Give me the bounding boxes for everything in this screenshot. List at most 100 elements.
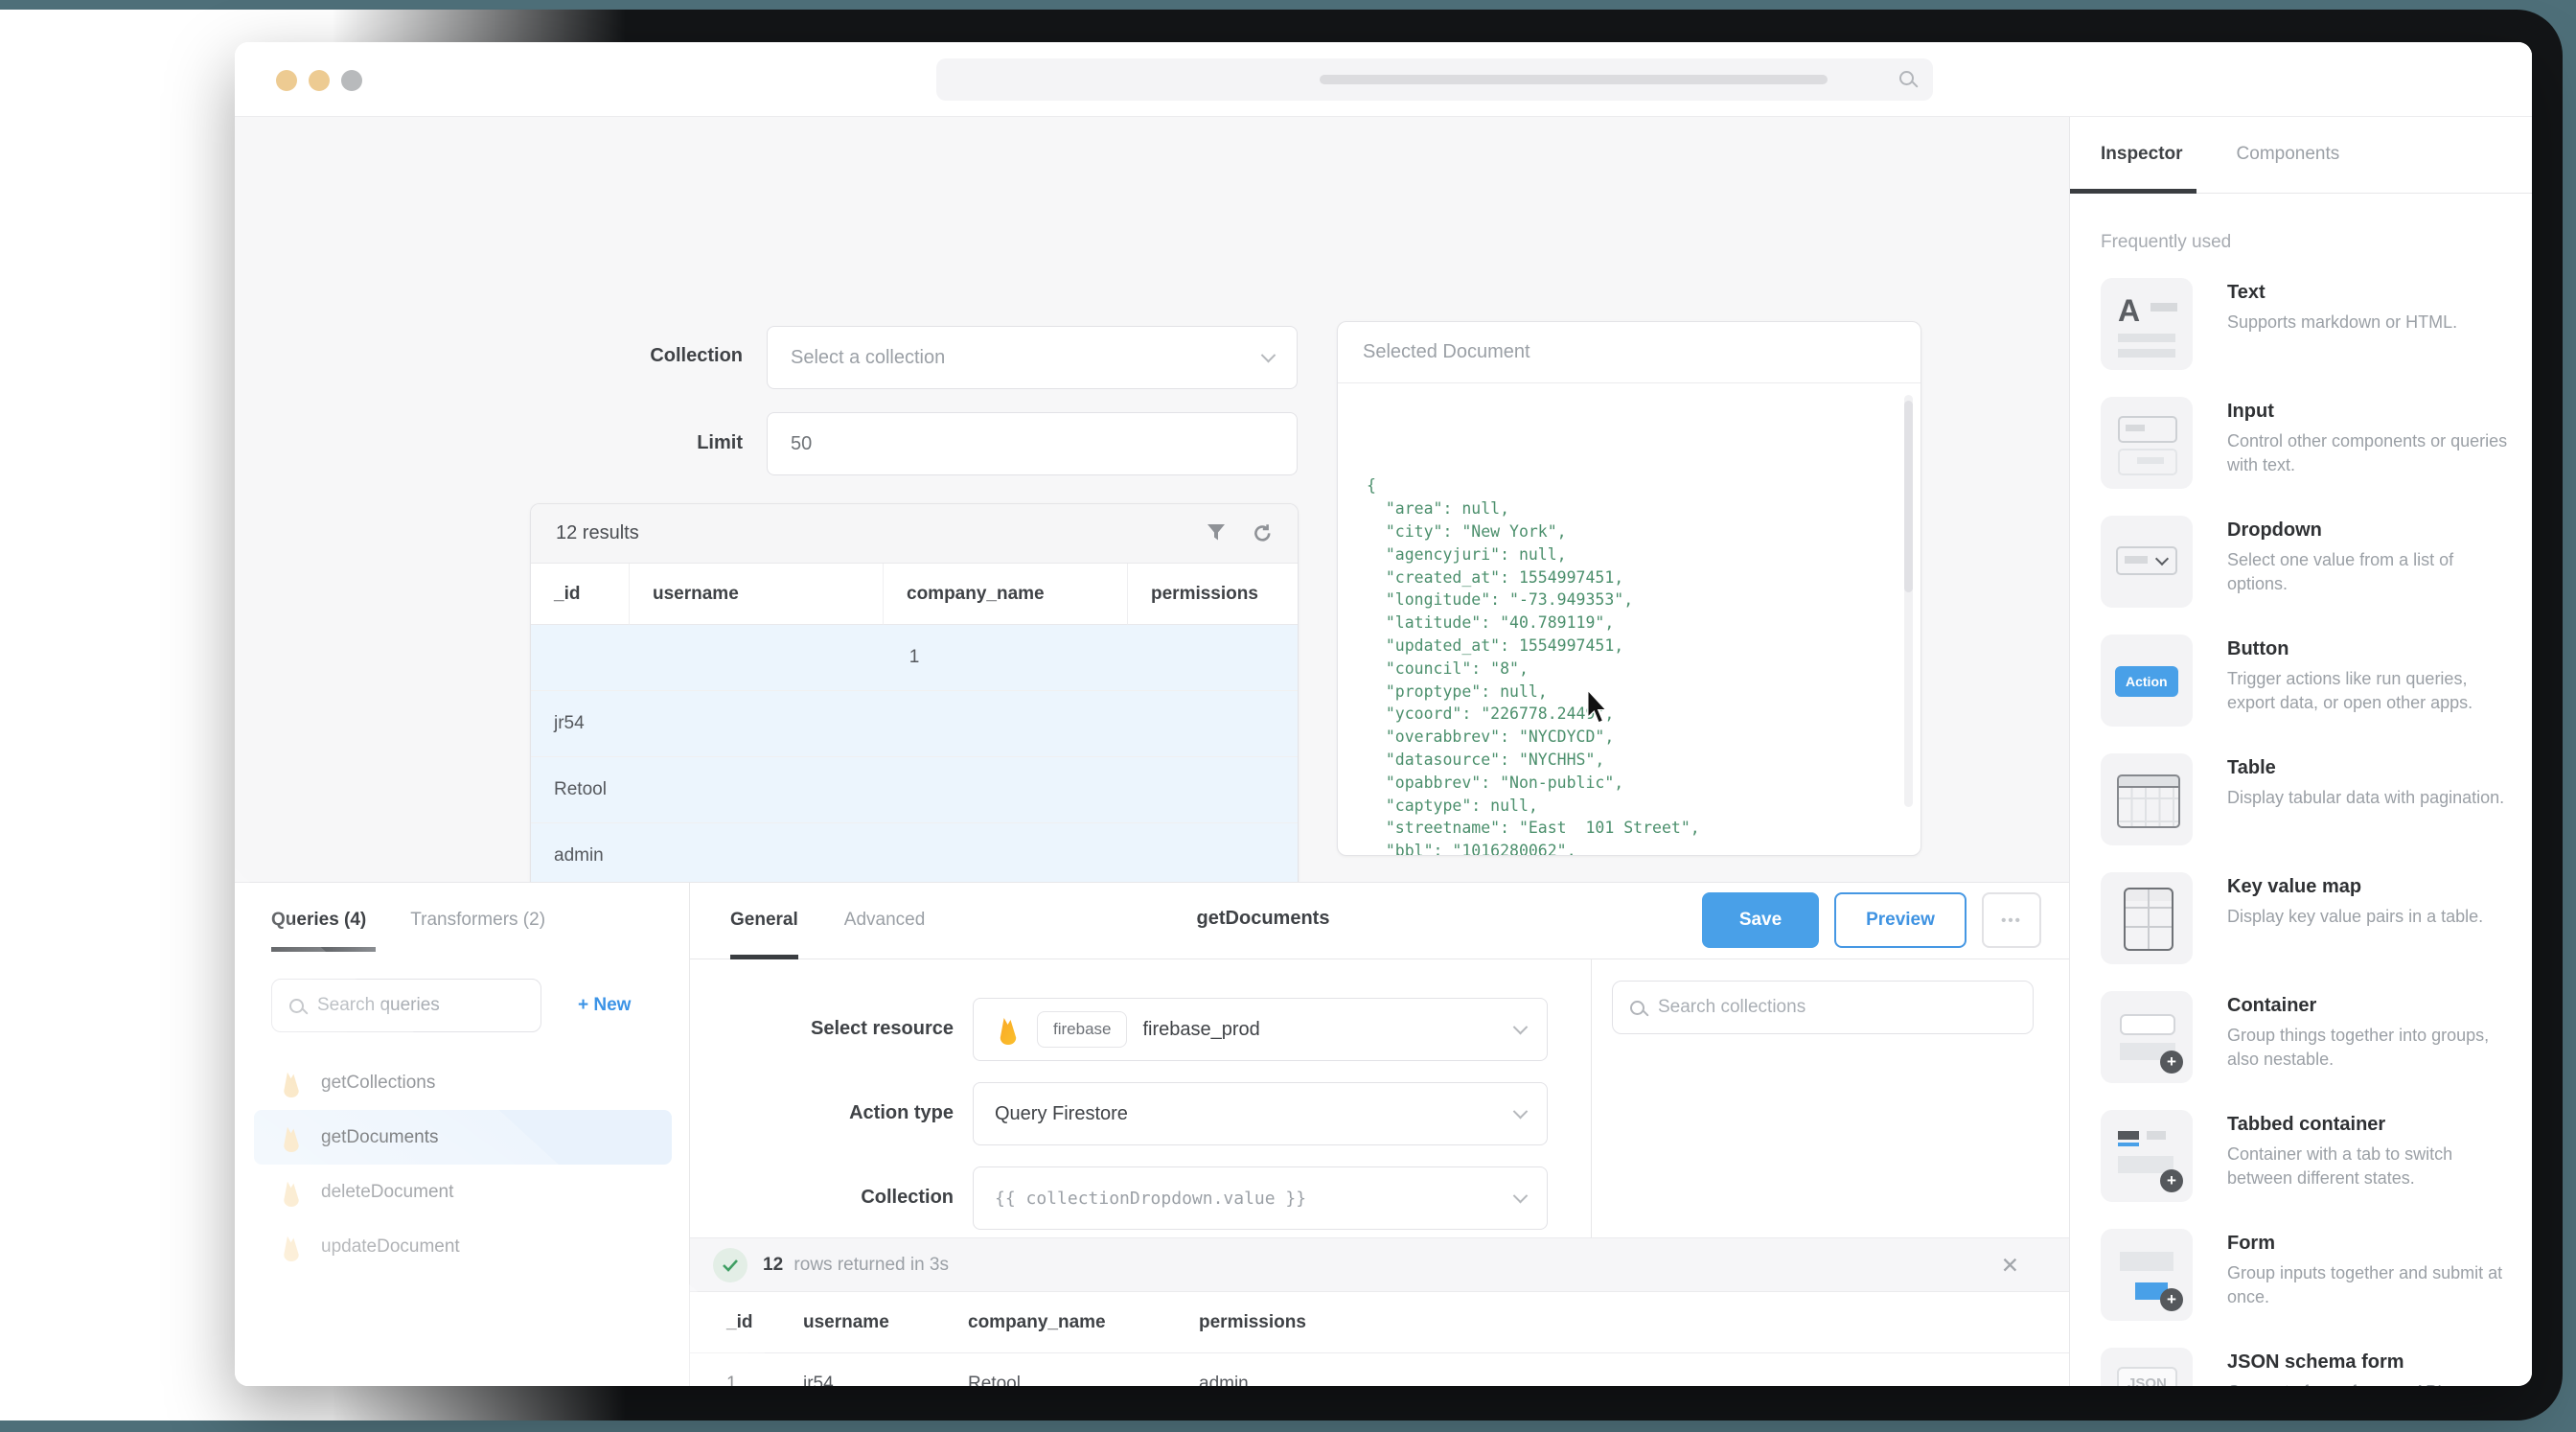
results-table-header: _id username company_name permissions: [531, 564, 1298, 625]
table-row[interactable]: 1 jr54 Retool admin: [726, 1374, 1249, 1386]
component-icon: [2101, 991, 2193, 1083]
column-header[interactable]: company_name: [968, 1311, 1106, 1332]
component-icon: [2101, 1229, 2193, 1321]
editor-tab[interactable]: General: [730, 910, 798, 959]
preview-button[interactable]: Preview: [1834, 892, 1966, 948]
window-minimize-button[interactable]: [309, 70, 330, 91]
new-query-button[interactable]: + New: [578, 995, 632, 1015]
search-queries-input[interactable]: [317, 995, 523, 1016]
refresh-icon[interactable]: [1253, 523, 1273, 543]
close-icon[interactable]: ✕: [2000, 1253, 2019, 1278]
component-name: Dropdown: [2227, 520, 2322, 541]
chevron-down-icon: [1512, 1019, 1529, 1034]
component-description: Select one value from a list of options.: [2227, 550, 2454, 593]
action-type-dropdown[interactable]: Query Firestore: [973, 1082, 1548, 1145]
filter-icon[interactable]: [1207, 524, 1226, 543]
column-header[interactable]: permissions: [1199, 1311, 1306, 1332]
address-bar[interactable]: [936, 58, 1933, 101]
query-editor-panel: Queries (4) Transformers (2) + New: [235, 882, 2069, 1386]
chevron-down-icon: [1512, 1188, 1529, 1203]
column-header[interactable]: username: [629, 564, 883, 625]
component-card[interactable]: Dropdown Select one value from a list of…: [2101, 516, 2515, 608]
browser-window: Collection Select a collection Limit 12 …: [235, 42, 2532, 1386]
component-name: Container: [2227, 995, 2317, 1016]
address-bar-redacted-text: [1320, 75, 1828, 84]
resource-dropdown[interactable]: firebase firebase_prod: [973, 998, 1548, 1061]
query-list-item[interactable]: updateDocument: [254, 1219, 672, 1274]
resource-label: Select resource: [811, 1018, 954, 1039]
component-icon: Action: [2101, 635, 2193, 727]
selected-document-title: Selected Document: [1338, 322, 1920, 383]
window-close-button[interactable]: [276, 70, 297, 91]
query-results-table: _id username company_name permissions 1 jr5…: [690, 1292, 2069, 1386]
action-type-value: Query Firestore: [995, 1102, 1128, 1124]
component-description: Group inputs together and submit at once…: [2227, 1263, 2503, 1306]
component-name: Form: [2227, 1233, 2275, 1254]
component-description: Generate forms from an API: [2227, 1380, 2442, 1386]
chevron-down-icon: [1260, 347, 1276, 362]
component-icon: [2101, 397, 2193, 489]
app-canvas: Collection Select a collection Limit 12 …: [235, 117, 2070, 1386]
selected-document-card: Selected Document { "area": null, "city"…: [1337, 321, 1921, 856]
search-icon: [1899, 71, 1914, 85]
component-card[interactable]: Tabbed container Container with a tab to…: [2101, 1110, 2515, 1202]
inspector-tab[interactable]: Inspector: [2070, 144, 2196, 194]
query-list-item[interactable]: getDocuments: [254, 1110, 672, 1165]
more-options-button[interactable]: •••: [1982, 892, 2041, 948]
column-header[interactable]: company_name: [883, 564, 1127, 625]
action-type-label: Action type: [849, 1102, 954, 1123]
column-header[interactable]: _id: [726, 1311, 753, 1332]
component-card[interactable]: Text Supports markdown or HTML.: [2101, 278, 2515, 370]
scrollbar[interactable]: [1904, 395, 1913, 807]
component-card[interactable]: Form Group inputs together and submit at…: [2101, 1229, 2515, 1321]
component-description: Group things together into groups, also …: [2227, 1026, 2490, 1069]
collection-value-dropdown[interactable]: {{ collectionDropdown.value }}: [973, 1166, 1548, 1230]
component-description: Container with a tab to switch between d…: [2227, 1144, 2453, 1188]
search-collections-field[interactable]: [1612, 981, 2034, 1034]
query-name: updateDocument: [321, 1236, 460, 1257]
collection-dropdown[interactable]: Select a collection: [767, 326, 1298, 389]
firebase-icon: [284, 1072, 299, 1097]
component-card[interactable]: Action Button Trigger actions like run q…: [2101, 635, 2515, 727]
component-name: Text: [2227, 282, 2266, 303]
results-bar-text: rows returned in 3s: [789, 1254, 949, 1275]
component-card[interactable]: Container Group things together into gro…: [2101, 991, 2515, 1083]
limit-input[interactable]: [791, 432, 1274, 455]
component-card[interactable]: JSON JSON schema form Generate forms fro…: [2101, 1348, 2515, 1386]
window-zoom-button[interactable]: [341, 70, 362, 91]
save-button[interactable]: Save: [1702, 892, 1819, 948]
component-icon: [2101, 278, 2193, 370]
firebase-icon: [284, 1126, 299, 1152]
inspector-panel: Inspector Components Frequently used Text…: [2070, 117, 2532, 1386]
search-icon: [1630, 1000, 1644, 1015]
section-title: Frequently used: [2101, 232, 2232, 252]
search-queries-field[interactable]: [271, 979, 541, 1032]
inspector-tab[interactable]: Components: [2236, 144, 2340, 164]
component-name: Key value map: [2227, 876, 2362, 897]
collection-field-label: Collection: [861, 1187, 954, 1208]
firebase-icon: [284, 1236, 299, 1261]
search-collections-input[interactable]: [1658, 997, 2015, 1018]
column-header[interactable]: permissions: [1127, 564, 1298, 625]
document-json[interactable]: { "area": null, "city": "New York", "age…: [1367, 476, 1700, 856]
search-icon: [289, 998, 304, 1013]
component-name: Tabbed container: [2227, 1114, 2386, 1135]
collection-dropdown-value: Select a collection: [791, 346, 946, 368]
component-description: Display key value pairs in a table.: [2227, 907, 2484, 926]
editor-tab[interactable]: Advanced: [843, 910, 926, 930]
queries-panel-tab[interactable]: Transformers (2): [410, 910, 546, 930]
browser-chrome: [235, 42, 2532, 117]
limit-label: Limit: [697, 432, 743, 453]
divider: [1591, 959, 1592, 1237]
query-list-item[interactable]: deleteDocument: [254, 1165, 672, 1219]
component-description: Trigger actions like run queries, export…: [2227, 669, 2473, 712]
queries-sidebar: Queries (4) Transformers (2) + New: [235, 883, 690, 1386]
column-header[interactable]: _id: [531, 564, 629, 625]
queries-panel-tab[interactable]: Queries (4): [271, 910, 377, 952]
column-header[interactable]: username: [803, 1311, 889, 1332]
query-list-item[interactable]: getCollections: [254, 1055, 672, 1110]
component-card[interactable]: Input Control other components or querie…: [2101, 397, 2515, 489]
success-check-icon: [713, 1247, 748, 1282]
component-card[interactable]: Key value map Display key value pairs in…: [2101, 872, 2515, 964]
component-card[interactable]: Table Display tabular data with paginati…: [2101, 753, 2515, 845]
